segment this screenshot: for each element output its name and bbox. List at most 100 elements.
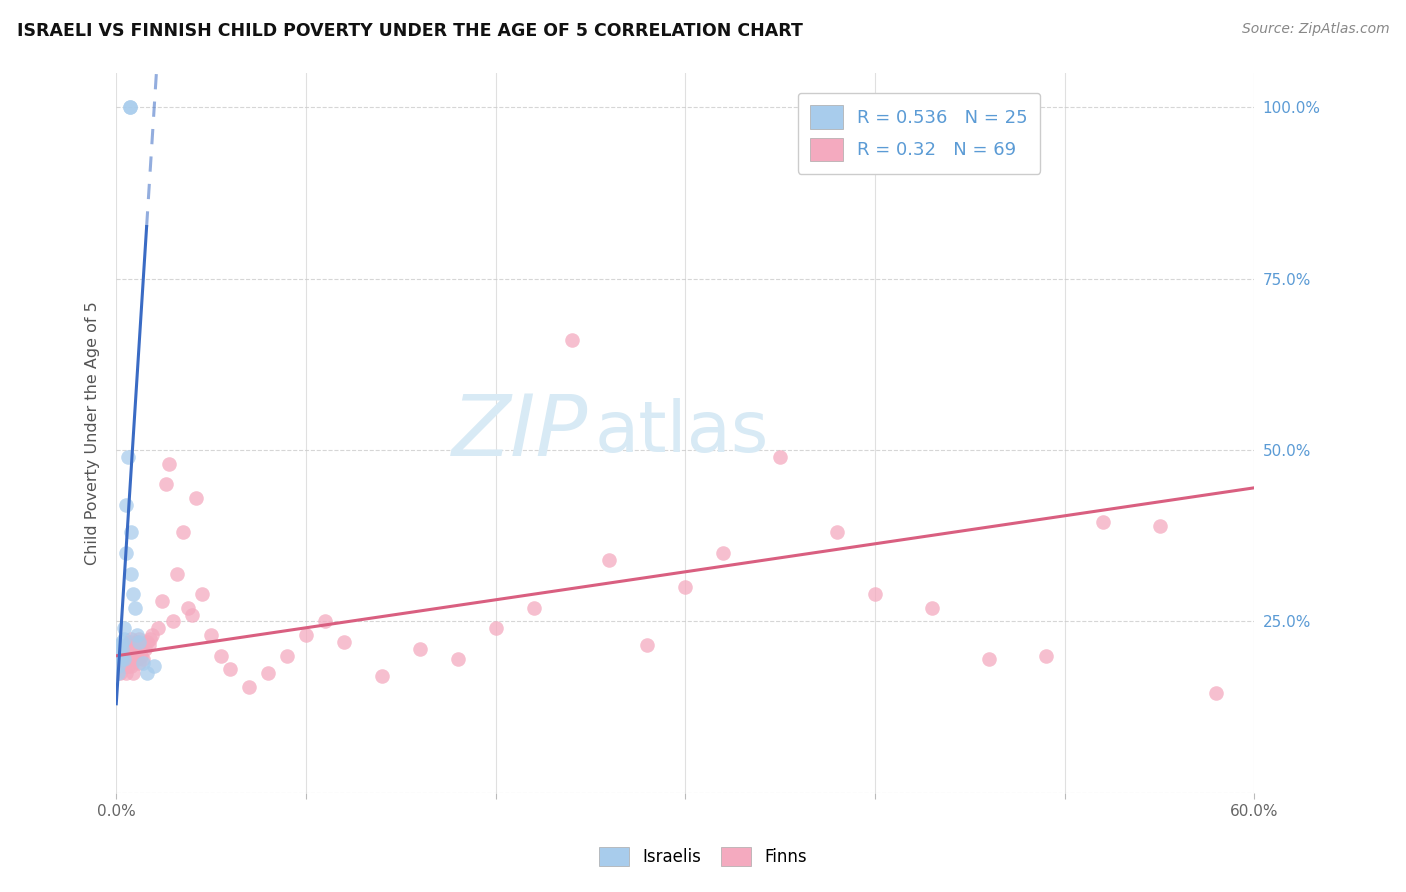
- Point: [108, 648, 131, 663]
- Point: [276, 648, 298, 663]
- Text: atlas: atlas: [595, 399, 769, 467]
- Point: [157, 457, 180, 471]
- Point: [108, 665, 131, 680]
- Point: [1035, 648, 1057, 663]
- Point: [112, 621, 135, 635]
- Point: [124, 648, 146, 663]
- Text: ZIP: ZIP: [453, 392, 589, 475]
- Point: [112, 632, 135, 646]
- Point: [598, 553, 620, 567]
- Point: [139, 632, 162, 646]
- Point: [120, 632, 142, 646]
- Point: [112, 659, 135, 673]
- Point: [107, 659, 129, 673]
- Point: [107, 659, 129, 673]
- Point: [108, 639, 131, 653]
- Point: [132, 656, 155, 670]
- Point: [124, 600, 146, 615]
- Point: [238, 680, 260, 694]
- Point: [371, 669, 394, 683]
- Point: [129, 639, 152, 653]
- Point: [636, 639, 658, 653]
- Point: [122, 665, 145, 680]
- Text: Source: ZipAtlas.com: Source: ZipAtlas.com: [1241, 22, 1389, 37]
- Point: [112, 652, 135, 666]
- Point: [127, 652, 149, 666]
- Point: [1091, 515, 1114, 529]
- Point: [560, 334, 582, 348]
- Point: [485, 621, 508, 635]
- Point: [522, 600, 544, 615]
- Point: [117, 659, 139, 673]
- Point: [124, 639, 146, 653]
- Y-axis label: Child Poverty Under the Age of 5: Child Poverty Under the Age of 5: [86, 301, 100, 565]
- Point: [333, 635, 356, 649]
- Point: [711, 546, 734, 560]
- Point: [129, 648, 152, 663]
- Point: [111, 641, 134, 656]
- Point: [114, 498, 136, 512]
- Point: [111, 635, 134, 649]
- Point: [128, 656, 150, 670]
- Point: [135, 635, 157, 649]
- Point: [825, 525, 848, 540]
- Point: [1205, 686, 1227, 700]
- Point: [921, 600, 943, 615]
- Point: [977, 652, 1000, 666]
- Point: [127, 628, 149, 642]
- Point: [114, 665, 136, 680]
- Point: [120, 659, 142, 673]
- Point: [172, 525, 194, 540]
- Point: [117, 639, 139, 653]
- Point: [146, 621, 169, 635]
- Point: [108, 645, 131, 659]
- Point: [122, 641, 145, 656]
- Text: ISRAELI VS FINNISH CHILD POVERTY UNDER THE AGE OF 5 CORRELATION CHART: ISRAELI VS FINNISH CHILD POVERTY UNDER T…: [17, 22, 803, 40]
- Point: [314, 615, 336, 629]
- Point: [132, 652, 155, 666]
- Point: [134, 641, 156, 656]
- Point: [257, 665, 280, 680]
- Point: [200, 628, 222, 642]
- Point: [150, 594, 173, 608]
- Point: [128, 635, 150, 649]
- Point: [114, 641, 136, 656]
- Point: [143, 659, 166, 673]
- Point: [219, 663, 242, 677]
- Point: [447, 652, 470, 666]
- Point: [114, 546, 136, 560]
- Point: [118, 635, 141, 649]
- Point: [181, 607, 204, 622]
- Legend: Israelis, Finns: Israelis, Finns: [592, 840, 814, 873]
- Point: [122, 587, 145, 601]
- Point: [769, 450, 792, 464]
- Point: [155, 477, 177, 491]
- Point: [118, 100, 141, 114]
- Point: [295, 628, 318, 642]
- Point: [112, 645, 135, 659]
- Point: [118, 652, 141, 666]
- Point: [118, 100, 141, 114]
- Point: [177, 600, 200, 615]
- Point: [409, 641, 432, 656]
- Legend: R = 0.536   N = 25, R = 0.32   N = 69: R = 0.536 N = 25, R = 0.32 N = 69: [797, 93, 1040, 174]
- Point: [184, 491, 207, 505]
- Point: [673, 580, 696, 594]
- Point: [141, 628, 163, 642]
- Point: [128, 632, 150, 646]
- Point: [138, 639, 160, 653]
- Point: [107, 665, 129, 680]
- Point: [111, 652, 134, 666]
- Point: [127, 635, 149, 649]
- Point: [1149, 518, 1171, 533]
- Point: [209, 648, 232, 663]
- Point: [162, 615, 184, 629]
- Point: [117, 450, 139, 464]
- Point: [120, 566, 142, 581]
- Point: [863, 587, 886, 601]
- Point: [166, 566, 188, 581]
- Point: [120, 525, 142, 540]
- Point: [135, 665, 157, 680]
- Point: [111, 648, 134, 663]
- Point: [190, 587, 212, 601]
